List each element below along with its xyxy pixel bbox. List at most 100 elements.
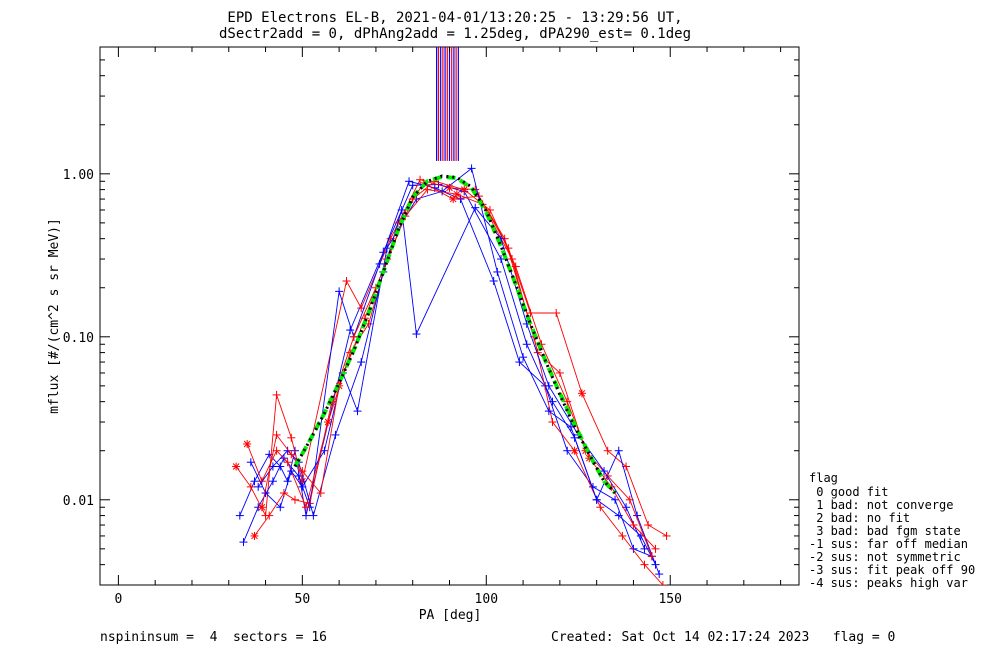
- plot-content: [232, 47, 671, 585]
- data-point: [460, 185, 469, 194]
- data-point: [471, 203, 480, 212]
- series-line: [246, 182, 664, 585]
- series-line: [257, 206, 645, 549]
- data-point: [577, 389, 586, 398]
- data-point: [257, 503, 266, 512]
- data-point: [265, 450, 274, 459]
- data-point: [302, 503, 311, 512]
- chart-subtitle: dSectr2add = 0, dPhAng2add = 1.25deg, dP…: [219, 26, 691, 42]
- data-point: [412, 330, 421, 339]
- data-point: [651, 544, 660, 553]
- legend-item: 0 good fit: [809, 485, 888, 499]
- data-point: [603, 471, 612, 480]
- data-point: [611, 495, 620, 504]
- data-point: [279, 489, 288, 498]
- data-point: [655, 570, 664, 579]
- data-point: [515, 358, 524, 367]
- data-point: [320, 446, 329, 455]
- data-point: [298, 482, 307, 491]
- data-point: [497, 255, 506, 264]
- data-point: [625, 495, 634, 504]
- data-point: [353, 407, 362, 416]
- data-point: [493, 267, 502, 276]
- data-point: [544, 407, 553, 416]
- legend-item: 2 bad: no fit: [809, 511, 910, 525]
- x-axis-label: PA [deg]: [419, 608, 482, 623]
- legend-title: flag: [809, 471, 838, 485]
- y-tick-label: 0.01: [63, 494, 94, 509]
- data-point: [555, 368, 564, 377]
- data-point: [618, 531, 627, 540]
- data-point: [596, 503, 605, 512]
- data-point: [250, 477, 259, 486]
- legend-item: -2 sus: not symmetric: [809, 550, 961, 564]
- x-tick-label: 0: [114, 592, 122, 607]
- data-point: [397, 205, 406, 214]
- fit-curve-green: [293, 174, 617, 495]
- data-point: [658, 581, 667, 585]
- fit-curve-black: [293, 174, 617, 495]
- data-point: [290, 495, 299, 504]
- data-point: [246, 458, 255, 467]
- legend-item: -1 sus: far off median: [809, 537, 968, 551]
- data-point: [331, 430, 340, 439]
- legend-item: 1 bad: not converge: [809, 498, 954, 512]
- data-point: [232, 462, 241, 471]
- data-point: [294, 471, 303, 480]
- data-point: [563, 397, 572, 406]
- data-point: [449, 195, 458, 204]
- data-point: [640, 560, 649, 569]
- data-point: [600, 467, 609, 476]
- data-point: [375, 259, 384, 268]
- axis-ticks: 0 50 100 150 0.01 0.10 1.00: [63, 46, 799, 607]
- data-point: [243, 439, 252, 448]
- data-point: [614, 446, 623, 455]
- data-point: [563, 446, 572, 455]
- data-point: [309, 511, 318, 520]
- x-tick-label: 100: [475, 592, 498, 607]
- data-point: [250, 531, 259, 540]
- chart-title: EPD Electrons EL-B, 2021-04-01/13:20:25 …: [227, 10, 682, 26]
- footer-right: Created: Sat Oct 14 02:17:24 2023 flag =…: [551, 630, 895, 645]
- data-point: [283, 446, 292, 455]
- data-point: [662, 531, 671, 540]
- data-point: [335, 287, 344, 296]
- data-point: [452, 190, 461, 199]
- y-tick-label: 0.10: [63, 331, 94, 346]
- data-point: [298, 467, 307, 476]
- legend-item: 3 bad: bad fgm state: [809, 524, 961, 538]
- data-point: [592, 495, 601, 504]
- data-point: [357, 358, 366, 367]
- x-tick-label: 150: [658, 592, 681, 607]
- data-point: [235, 511, 244, 520]
- data-point: [272, 430, 281, 439]
- data-point: [349, 332, 358, 341]
- data-point: [346, 326, 355, 335]
- data-point: [456, 195, 465, 204]
- data-point: [272, 390, 281, 399]
- data-point: [342, 276, 351, 285]
- data-point: [254, 482, 263, 491]
- y-tick-label: 1.00: [63, 168, 94, 183]
- flag-legend: flag 0 good fit 1 bad: not converge 2 ba…: [809, 471, 975, 590]
- series-line: [243, 180, 652, 557]
- plot-area: 0 50 100 150 0.01 0.10 1.00: [63, 46, 800, 607]
- series-line: [254, 189, 653, 557]
- data-point: [519, 353, 528, 362]
- data-point: [644, 521, 653, 530]
- data-point: [302, 511, 311, 520]
- data-point: [246, 482, 255, 491]
- data-point: [467, 164, 476, 173]
- data-point: [647, 552, 656, 561]
- data-point: [640, 544, 649, 553]
- data-point: [603, 446, 612, 455]
- x-tick-label: 50: [295, 592, 311, 607]
- legend-item: -4 sus: peaks high var: [809, 576, 968, 590]
- data-point: [544, 381, 553, 390]
- data-point: [287, 450, 296, 459]
- legend-item: -3 sus: fit peak off 90: [809, 563, 975, 577]
- y-axis-label: mflux [#/(cm^2 s sr MeV)]: [47, 218, 62, 414]
- data-point: [268, 477, 277, 486]
- data-point: [548, 397, 557, 406]
- data-point: [629, 544, 638, 553]
